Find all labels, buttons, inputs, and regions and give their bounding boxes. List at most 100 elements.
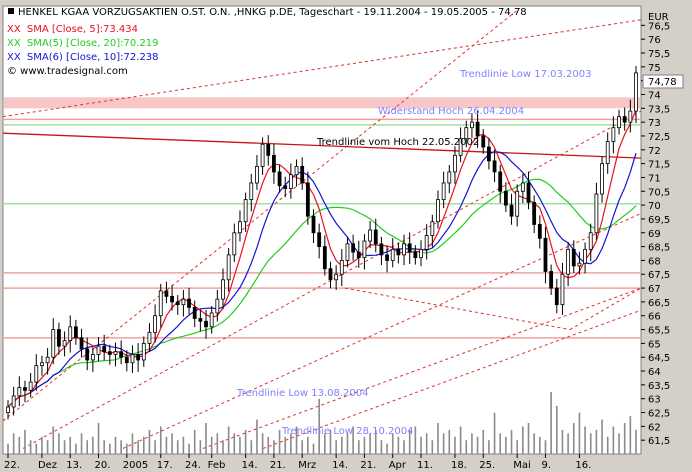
volume-bar	[273, 440, 275, 454]
volume-bar	[97, 423, 100, 454]
candle-body	[288, 174, 293, 189]
candle-body	[345, 243, 350, 261]
resistance-band	[4, 97, 640, 109]
y-tick-label: 69,5	[648, 215, 670, 226]
volume-bar	[425, 433, 428, 454]
legend-sma20: XX SMA(5) [Close, 20]:70.219	[7, 38, 159, 49]
volume-bar	[148, 429, 151, 454]
candle-body	[73, 326, 78, 339]
legend-sma5-marker: XX	[7, 24, 21, 35]
y-tick-label: 66	[648, 312, 661, 323]
candle-body	[537, 224, 542, 239]
x-tick-label: Dez	[38, 460, 57, 471]
volume-bar	[41, 436, 43, 454]
candle-body	[130, 354, 135, 364]
x-tick-label: 14.	[332, 460, 348, 471]
candle-body	[526, 182, 531, 203]
currency-label: EUR	[648, 12, 669, 23]
candle-body	[487, 146, 491, 162]
volume-bar	[329, 429, 332, 454]
volume-bar	[544, 440, 547, 454]
volume-bar	[408, 429, 411, 454]
volume-bar	[454, 436, 456, 454]
y-tick-label: 73	[648, 118, 661, 129]
candle-body	[622, 116, 627, 123]
sma10-line	[7, 150, 637, 408]
volume-bar	[307, 436, 309, 454]
y-tick-label: 71	[648, 173, 661, 184]
volume-bar	[397, 436, 400, 454]
candle-body	[339, 260, 344, 275]
volume-bar	[533, 433, 535, 454]
volume-bar	[109, 443, 111, 454]
volume-bar	[103, 440, 105, 454]
y-tick-label: 66,5	[648, 298, 670, 309]
dashed-trendline	[262, 309, 642, 449]
candle-body	[113, 351, 118, 355]
trendline-label: Widerstand Hoch 26.04.2004	[378, 106, 524, 117]
y-tick-label: 63,5	[648, 381, 670, 392]
volume-bar	[261, 433, 264, 454]
y-tick-label: 62	[648, 422, 661, 433]
volume-bar	[58, 433, 60, 454]
volume-bars	[7, 392, 637, 454]
volume-bar	[623, 423, 626, 454]
candle-body	[436, 199, 440, 223]
candle-body	[560, 273, 565, 306]
volume-bar	[205, 423, 207, 454]
volume-bar	[510, 429, 513, 454]
candle-body	[351, 243, 356, 253]
x-tick-label: 20.	[95, 460, 111, 471]
volume-bar	[335, 440, 337, 454]
volume-bar	[374, 429, 377, 454]
candle-body	[181, 298, 186, 306]
x-tick-label: 11.	[417, 460, 433, 471]
candle-body	[503, 190, 508, 206]
x-tick-label: 22.	[4, 460, 20, 471]
volume-bar	[250, 440, 253, 454]
candle-body	[170, 295, 174, 303]
candle-body	[424, 235, 429, 250]
candle-body	[249, 182, 254, 200]
candle-body	[147, 331, 152, 344]
candle-body	[124, 356, 129, 364]
volume-bar	[522, 426, 524, 454]
trendline-high-2002	[2, 132, 642, 159]
dashed-trendline	[344, 287, 571, 331]
volume-bar	[301, 440, 303, 454]
volume-bar	[290, 433, 292, 454]
candle-body	[23, 387, 27, 391]
candle-body	[198, 318, 203, 322]
y-tick-label: 64,5	[648, 353, 670, 364]
last-price-value: 74,78	[648, 77, 677, 88]
candle-body	[430, 221, 435, 236]
x-tick-label: 14.	[242, 460, 258, 471]
candle-body	[509, 204, 514, 217]
y-tick-label: 63	[648, 395, 661, 406]
y-tick-label: 70,5	[648, 187, 670, 198]
volume-bar	[505, 436, 507, 454]
y-tick-label: 73,5	[648, 104, 670, 115]
y-tick-label: 62,5	[648, 409, 670, 420]
volume-bar	[267, 436, 270, 454]
y-tick-label: 68,5	[648, 243, 670, 254]
volume-bar	[80, 433, 83, 454]
volume-bar	[69, 436, 72, 454]
candle-body	[255, 165, 259, 184]
candle-body	[57, 329, 61, 347]
candle-body	[272, 154, 276, 173]
candle-body	[62, 340, 67, 347]
trendline-label: Trendlinie Low 28.10.2004	[281, 426, 414, 437]
volume-bar	[244, 429, 247, 454]
plot-background	[2, 5, 642, 455]
candle-body	[209, 312, 214, 328]
candle-body	[475, 121, 480, 137]
volume-bar	[369, 433, 371, 454]
volume-bar	[284, 436, 287, 454]
legend-sma10: XX SMA(6) [Close, 10]:72.238	[7, 52, 159, 63]
y-tick-label: 72	[648, 146, 661, 157]
volume-bar	[442, 433, 445, 454]
candle-body	[385, 254, 389, 261]
candle-body	[600, 163, 604, 195]
volume-bar	[216, 433, 219, 454]
